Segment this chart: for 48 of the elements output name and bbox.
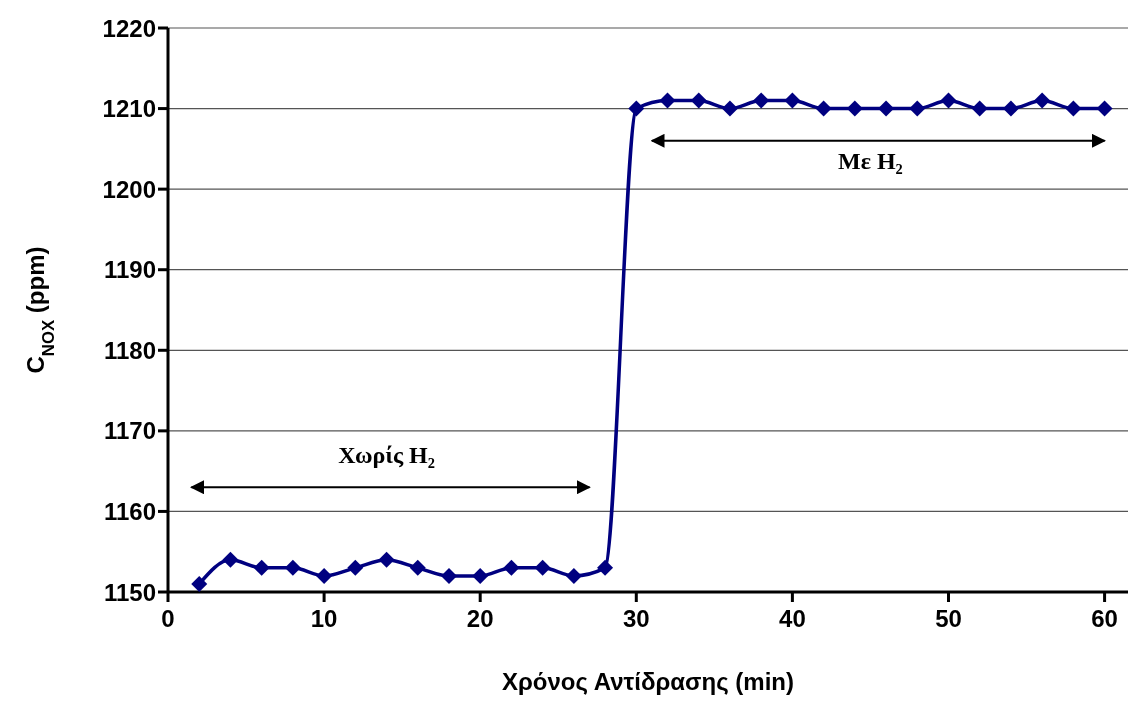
point [378,551,395,568]
point [284,559,301,576]
y-tick-label: 1200 [102,175,156,203]
point [909,100,926,117]
point [503,559,520,576]
y-tick-label: 1190 [103,256,156,284]
point [815,100,832,117]
x-axis-title: Χρόνος Αντίδρασης (min) [502,668,794,695]
point [721,100,738,117]
point [784,92,801,109]
point [534,559,551,576]
point [597,559,614,576]
y-tick-label: 1150 [103,578,156,606]
y-tick-label: 1170 [103,417,156,445]
point [628,100,645,117]
point [1034,92,1051,109]
x-tick-label: 60 [1091,605,1118,633]
x-tick-label: 30 [622,605,650,633]
point [846,100,863,117]
point [191,575,208,592]
x-tick-label: 50 [935,605,962,633]
x-tick-label: 20 [466,605,494,633]
point [316,567,333,584]
point [347,559,364,576]
point [878,100,895,117]
point [659,92,676,109]
point [472,567,489,584]
annotation: Χωρίς H₂ [338,442,435,469]
y-tick-label: 1160 [103,497,156,525]
point [971,100,988,117]
y-tick-label: 1210 [102,95,156,123]
y-tick-label: 1220 [102,14,156,42]
x-tick-label: 0 [161,605,175,633]
point [565,567,582,584]
point [940,92,957,109]
point [253,559,270,576]
point [440,567,457,584]
point [409,559,426,576]
y-tick-label: 1180 [103,336,156,364]
point [1096,100,1113,117]
x-tick-label: 40 [779,605,806,633]
point [690,92,707,109]
point [222,551,239,568]
point [1065,100,1082,117]
point [753,92,770,109]
x-tick-label: 10 [310,605,338,633]
annotation: Με H₂ [838,148,903,174]
point [1002,100,1019,117]
